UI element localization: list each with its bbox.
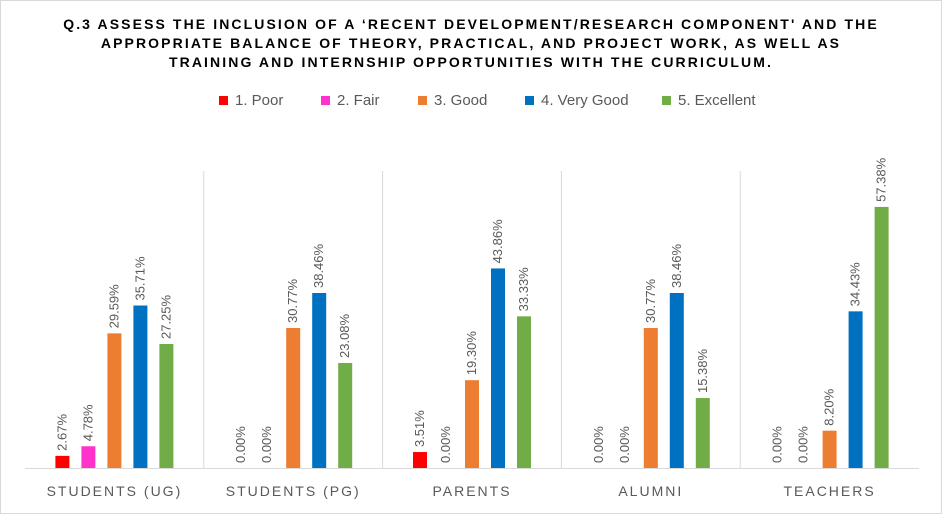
bar	[465, 380, 479, 468]
legend: 1. Poor 2. Fair 3. Good 4. Very Good 5. Exce…	[1, 90, 942, 110]
legend-item-1: 1. Poor	[219, 90, 283, 110]
legend-item-4: 4. Very Good	[525, 90, 629, 110]
data-label: 2.67%	[54, 414, 69, 451]
bar	[822, 430, 837, 468]
category-label: STUDENTS (PG)	[226, 483, 361, 499]
data-label: 0.00%	[438, 426, 453, 463]
data-label: 34.43%	[848, 262, 863, 307]
bar	[517, 316, 531, 468]
data-label: 0.00%	[233, 426, 248, 463]
legend-item-2: 2. Fair	[321, 90, 380, 110]
data-label: 0.00%	[770, 426, 785, 463]
category-label: PARENTS	[432, 483, 511, 499]
data-label: 15.38%	[695, 348, 710, 393]
bar	[338, 362, 353, 468]
category-label: ALUMNI	[618, 483, 683, 499]
data-label: 23.08%	[337, 313, 352, 358]
bar	[874, 206, 889, 468]
bar	[643, 327, 658, 468]
bar	[133, 305, 148, 468]
bar	[491, 268, 505, 468]
legend-swatch	[418, 95, 427, 105]
data-label: 30.77%	[643, 278, 658, 323]
data-label: 0.00%	[617, 426, 632, 463]
data-label: 38.46%	[669, 243, 684, 288]
legend-swatch	[525, 95, 534, 105]
data-label: 29.59%	[106, 284, 121, 329]
category-label: STUDENTS (UG)	[47, 483, 183, 499]
bar	[848, 311, 863, 468]
legend-label: 5. Excellent	[678, 91, 756, 109]
legend-swatch	[662, 95, 671, 105]
legend-swatch	[321, 95, 330, 105]
legend-item-3: 3. Good	[418, 90, 487, 110]
bar	[55, 455, 70, 468]
data-label: 8.20%	[822, 388, 837, 425]
bar	[159, 344, 174, 468]
data-label: 57.38%	[874, 157, 889, 202]
data-label: 30.77%	[285, 278, 300, 323]
data-label: 0.00%	[796, 426, 811, 463]
data-label: 38.46%	[311, 243, 326, 288]
data-label: 0.00%	[259, 426, 274, 463]
data-label: 43.86%	[490, 219, 505, 264]
bar	[107, 333, 122, 468]
legend-label: 4. Very Good	[541, 91, 629, 109]
data-label: 0.00%	[591, 426, 606, 463]
legend-label: 1. Poor	[235, 91, 284, 109]
data-label: 27.25%	[158, 294, 173, 339]
bar	[669, 293, 684, 468]
bar	[695, 398, 710, 468]
data-label: 3.51%	[412, 410, 427, 447]
chart-title: Q.3 ASSESS THE INCLUSION OF A ‘RECENT DE…	[63, 16, 879, 70]
bar	[312, 293, 327, 468]
legend-label: 3. Good	[434, 91, 488, 109]
legend-label: 2. Fair	[337, 91, 380, 109]
bar	[286, 327, 301, 468]
data-label: 35.71%	[132, 256, 147, 301]
bar	[81, 446, 96, 468]
legend-swatch	[219, 95, 228, 105]
data-label: 33.33%	[516, 267, 531, 312]
legend-item-5: 5. Excellent	[662, 90, 756, 110]
bar	[413, 452, 427, 468]
data-label: 19.30%	[464, 331, 479, 376]
category-label: TEACHERS	[783, 483, 875, 499]
data-label: 4.78%	[80, 404, 95, 441]
